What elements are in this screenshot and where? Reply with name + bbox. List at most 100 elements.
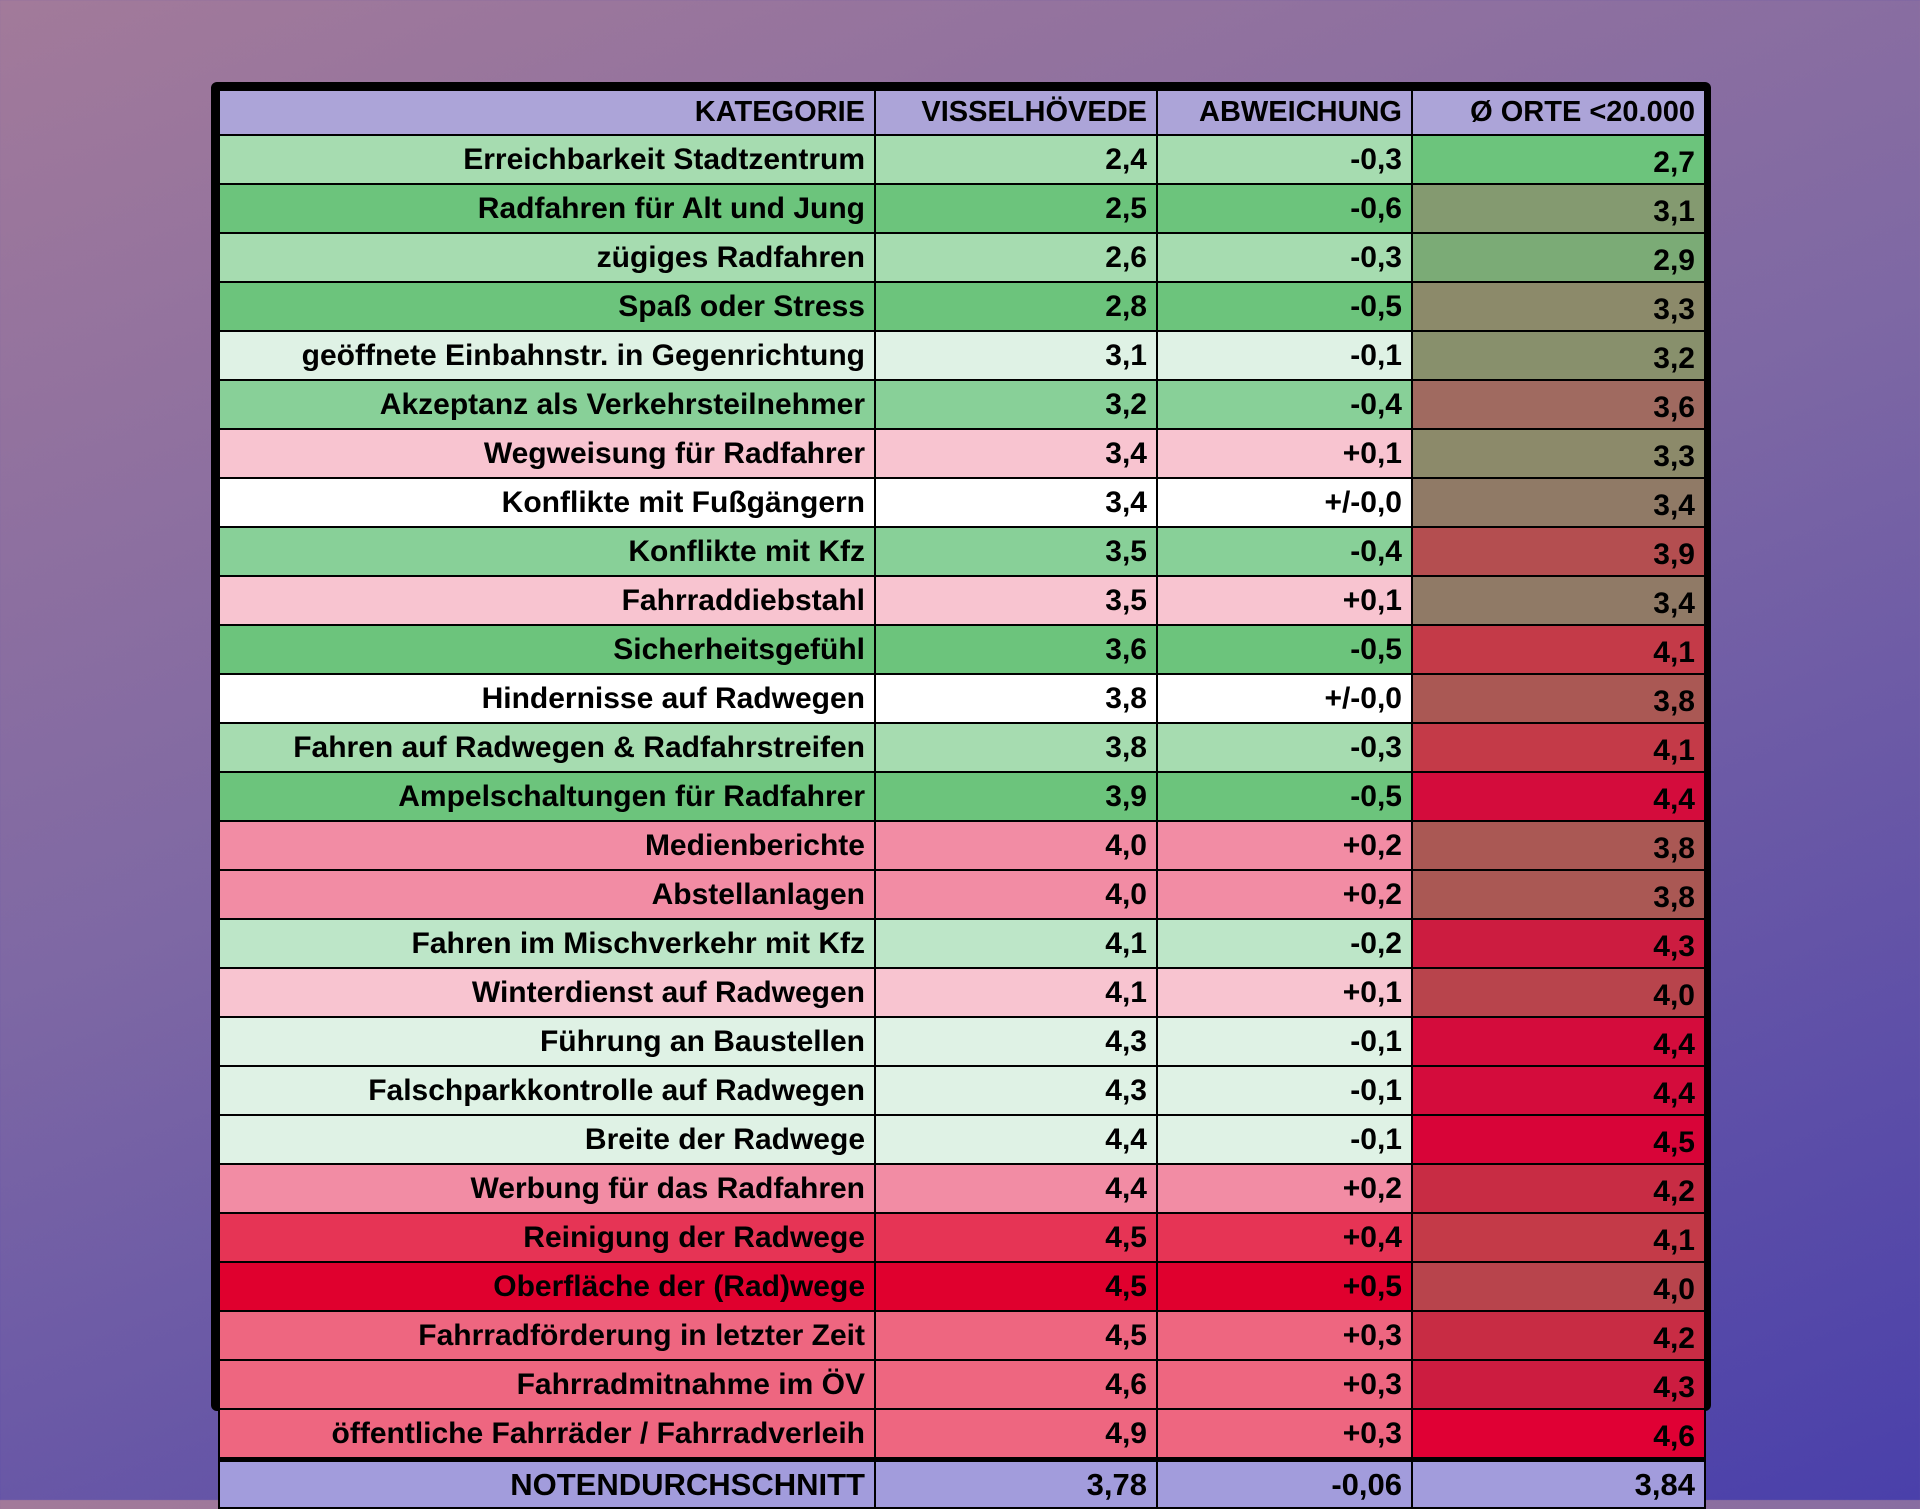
category-cell: Fahren im Mischverkehr mit Kfz — [218, 918, 876, 969]
table-row: Falschparkkontrolle auf Radwegen 4,3 -0,1 4… — [218, 1065, 1706, 1116]
abweichung-cell: +0,1 — [1156, 967, 1413, 1018]
visselhoevede-cell: 3,5 — [874, 526, 1158, 577]
abweichung-cell: +0,4 — [1156, 1212, 1413, 1263]
visselhoevede-cell: 4,1 — [874, 967, 1158, 1018]
visselhoevede-cell: 3,1 — [874, 330, 1158, 381]
table-row: Fahrradmitnahme im ÖV 4,6 +0,3 4,3 — [218, 1359, 1706, 1410]
abweichung-cell: +0,3 — [1156, 1310, 1413, 1361]
category-cell: öffentliche Fahrräder / Fahrradverleih — [218, 1408, 876, 1461]
table-row: geöffnete Einbahnstr. in Gegenrichtung 3,… — [218, 330, 1706, 381]
orte-cell: 2,9 — [1411, 232, 1706, 283]
visselhoevede-cell: 4,0 — [874, 820, 1158, 871]
orte-cell: 4,0 — [1411, 967, 1706, 1018]
orte-cell: 4,3 — [1411, 918, 1706, 969]
visselhoevede-cell: 4,4 — [874, 1163, 1158, 1214]
orte-cell: 4,1 — [1411, 722, 1706, 773]
table-row: Fahren im Mischverkehr mit Kfz 4,1 -0,2 4,3 — [218, 918, 1706, 969]
abweichung-cell: -0,5 — [1156, 771, 1413, 822]
grades-table-frame: KATEGORIE VISSELHÖVEDE ABWEICHUNG Ø ORTE… — [211, 82, 1711, 1509]
table-row: öffentliche Fahrräder / Fahrradverleih 4,… — [218, 1408, 1706, 1461]
category-cell: Radfahren für Alt und Jung — [218, 183, 876, 234]
abweichung-cell: +/-0,0 — [1156, 673, 1413, 724]
orte-cell: 3,9 — [1411, 526, 1706, 577]
orte-cell: 3,8 — [1411, 820, 1706, 871]
category-cell: Ampelschaltungen für Radfahrer — [218, 771, 876, 822]
visselhoevede-cell: 3,8 — [874, 673, 1158, 724]
header-orte: Ø ORTE <20.000 — [1411, 89, 1706, 136]
category-cell: Abstellanlagen — [218, 869, 876, 920]
orte-cell: 4,4 — [1411, 771, 1706, 822]
category-cell: Akzeptanz als Verkehrsteilnehmer — [218, 379, 876, 430]
orte-cell: 4,1 — [1411, 624, 1706, 675]
table-row: Erreichbarkeit Stadtzentrum 2,4 -0,3 2,7 — [218, 134, 1706, 185]
table-row: Breite der Radwege 4,4 -0,1 4,5 — [218, 1114, 1706, 1165]
abweichung-cell: -0,5 — [1156, 281, 1413, 332]
orte-cell: 3,4 — [1411, 575, 1706, 626]
category-cell: Fahrradförderung in letzter Zeit — [218, 1310, 876, 1361]
category-cell: Sicherheitsgefühl — [218, 624, 876, 675]
orte-cell: 3,3 — [1411, 428, 1706, 479]
visselhoevede-cell: 4,3 — [874, 1016, 1158, 1067]
abweichung-cell: -0,1 — [1156, 1065, 1413, 1116]
visselhoevede-cell: 4,9 — [874, 1408, 1158, 1461]
table-row: Werbung für das Radfahren 4,4 +0,2 4,2 — [218, 1163, 1706, 1214]
abweichung-cell: -0,2 — [1156, 918, 1413, 969]
table-row: Akzeptanz als Verkehrsteilnehmer 3,2 -0,4 3… — [218, 379, 1706, 430]
visselhoevede-cell: 2,5 — [874, 183, 1158, 234]
abweichung-cell: -0,1 — [1156, 1016, 1413, 1067]
visselhoevede-cell: 3,6 — [874, 624, 1158, 675]
table-row: Abstellanlagen 4,0 +0,2 3,8 — [218, 869, 1706, 920]
visselhoevede-cell: 3,5 — [874, 575, 1158, 626]
abweichung-cell: +0,2 — [1156, 820, 1413, 871]
category-cell: Winterdienst auf Radwegen — [218, 967, 876, 1018]
abweichung-cell: -0,4 — [1156, 379, 1413, 430]
orte-cell: 3,8 — [1411, 869, 1706, 920]
table-row: Medienberichte 4,0 +0,2 3,8 — [218, 820, 1706, 871]
orte-cell: 3,4 — [1411, 477, 1706, 528]
orte-cell: 2,7 — [1411, 134, 1706, 185]
category-cell: Spaß oder Stress — [218, 281, 876, 332]
visselhoevede-cell: 2,8 — [874, 281, 1158, 332]
orte-cell: 4,4 — [1411, 1016, 1706, 1067]
category-cell: Erreichbarkeit Stadtzentrum — [218, 134, 876, 185]
category-cell: geöffnete Einbahnstr. in Gegenrichtung — [218, 330, 876, 381]
abweichung-cell: -0,3 — [1156, 722, 1413, 773]
orte-cell: 3,1 — [1411, 183, 1706, 234]
visselhoevede-cell: 4,5 — [874, 1261, 1158, 1312]
abweichung-cell: -0,3 — [1156, 232, 1413, 283]
visselhoevede-cell: 2,4 — [874, 134, 1158, 185]
footer-abweichung: -0,06 — [1156, 1457, 1413, 1509]
table-row: Fahrradförderung in letzter Zeit 4,5 +0,3 4… — [218, 1310, 1706, 1361]
visselhoevede-cell: 3,2 — [874, 379, 1158, 430]
abweichung-cell: +/-0,0 — [1156, 477, 1413, 528]
header-row: KATEGORIE VISSELHÖVEDE ABWEICHUNG Ø ORTE… — [218, 89, 1706, 136]
abweichung-cell: -0,1 — [1156, 330, 1413, 381]
abweichung-cell: +0,2 — [1156, 869, 1413, 920]
category-cell: Fahrraddiebstahl — [218, 575, 876, 626]
visselhoevede-cell: 4,5 — [874, 1212, 1158, 1263]
orte-cell: 4,5 — [1411, 1114, 1706, 1165]
abweichung-cell: +0,3 — [1156, 1408, 1413, 1461]
abweichung-cell: +0,3 — [1156, 1359, 1413, 1410]
orte-cell: 3,8 — [1411, 673, 1706, 724]
orte-cell: 3,6 — [1411, 379, 1706, 430]
footer-visselhoevede: 3,78 — [874, 1457, 1158, 1509]
visselhoevede-cell: 3,4 — [874, 428, 1158, 479]
table-row: Winterdienst auf Radwegen 4,1 +0,1 4,0 — [218, 967, 1706, 1018]
category-cell: Wegweisung für Radfahrer — [218, 428, 876, 479]
footer-label: NOTENDURCHSCHNITT — [218, 1457, 876, 1509]
table-row: Fahren auf Radwegen & Radfahrstreifen 3,8… — [218, 722, 1706, 773]
category-cell: Fahren auf Radwegen & Radfahrstreifen — [218, 722, 876, 773]
visselhoevede-cell: 4,0 — [874, 869, 1158, 920]
table-row: Wegweisung für Radfahrer 3,4 +0,1 3,3 — [218, 428, 1706, 479]
visselhoevede-cell: 2,6 — [874, 232, 1158, 283]
category-cell: Hindernisse auf Radwegen — [218, 673, 876, 724]
abweichung-cell: +0,1 — [1156, 575, 1413, 626]
visselhoevede-cell: 3,9 — [874, 771, 1158, 822]
table-row: Konflikte mit Kfz 3,5 -0,4 3,9 — [218, 526, 1706, 577]
visselhoevede-cell: 3,8 — [874, 722, 1158, 773]
category-cell: Reinigung der Radwege — [218, 1212, 876, 1263]
table-row: Reinigung der Radwege 4,5 +0,4 4,1 — [218, 1212, 1706, 1263]
orte-cell: 3,3 — [1411, 281, 1706, 332]
category-cell: Führung an Baustellen — [218, 1016, 876, 1067]
